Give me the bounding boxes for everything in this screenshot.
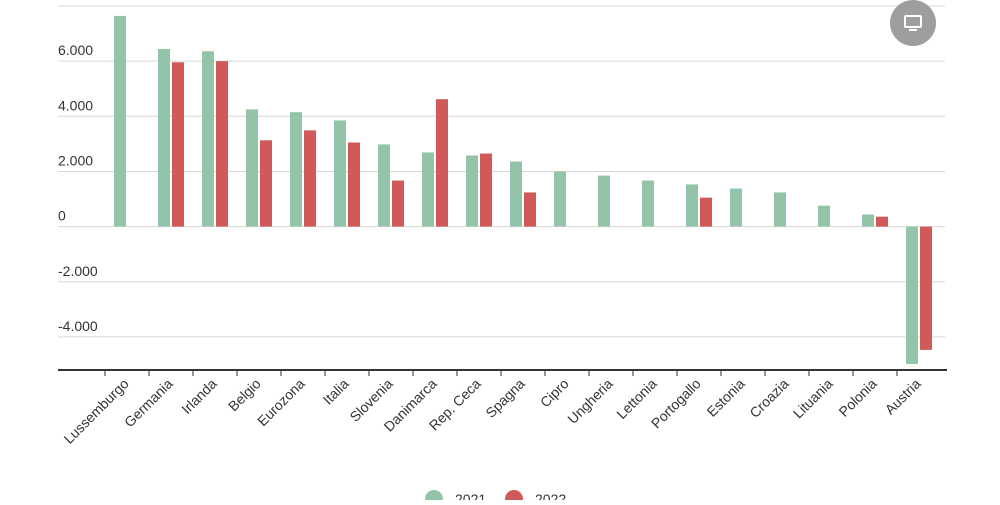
bar xyxy=(422,152,434,227)
bar xyxy=(172,62,184,227)
bar xyxy=(260,140,272,227)
bar xyxy=(290,112,302,227)
x-tick-label: Germania xyxy=(121,375,176,430)
y-tick-label: 2.000 xyxy=(58,152,93,168)
y-tick-label: 6.000 xyxy=(58,42,93,58)
x-tick-label: Cipro xyxy=(537,375,572,410)
monitor-icon xyxy=(904,15,922,28)
y-tick-label: -2.000 xyxy=(58,263,98,279)
legend-swatch xyxy=(425,490,443,505)
bar xyxy=(304,130,316,227)
button-circle[interactable] xyxy=(890,0,936,46)
bar xyxy=(392,180,404,227)
x-tick-label: Irlanda xyxy=(178,375,220,417)
y-tick-label: 4.000 xyxy=(58,97,93,113)
bar xyxy=(774,192,786,227)
bar xyxy=(700,197,712,227)
bar xyxy=(114,15,126,227)
bar xyxy=(334,120,346,227)
bar xyxy=(906,226,918,364)
x-tick-label: Italia xyxy=(320,375,352,407)
bar xyxy=(436,99,448,227)
bar xyxy=(642,180,654,227)
legend: 2021 2022 xyxy=(425,490,566,505)
bar xyxy=(158,49,170,227)
legend-label: 2022 xyxy=(535,491,566,500)
bar xyxy=(202,51,214,227)
x-tick-label: Spagna xyxy=(482,375,528,421)
bar xyxy=(554,171,566,227)
bar xyxy=(348,142,360,227)
bar xyxy=(466,155,478,227)
bar xyxy=(818,205,830,227)
x-tick-label: Estonia xyxy=(703,375,747,419)
x-tick-label: Ungheria xyxy=(564,375,616,427)
bar xyxy=(216,61,228,227)
x-tick-label: Belgio xyxy=(225,375,264,414)
x-tick-label: Croazia xyxy=(746,375,792,421)
screen-button[interactable] xyxy=(890,0,936,46)
y-tick-label: 0 xyxy=(58,208,66,224)
bar xyxy=(920,226,932,350)
x-tick-label: Lituania xyxy=(790,375,836,421)
legend-swatch xyxy=(505,490,523,505)
bar xyxy=(686,184,698,227)
bar xyxy=(876,216,888,227)
bar xyxy=(510,161,522,227)
bar xyxy=(730,188,742,227)
bar xyxy=(524,192,536,227)
bar xyxy=(598,175,610,227)
legend-label: 2021 xyxy=(455,491,486,500)
x-tick-label: Lussemburgo xyxy=(60,375,131,446)
bar xyxy=(862,214,874,227)
bar xyxy=(378,144,390,227)
x-tick-label: Polonia xyxy=(835,375,879,419)
bar xyxy=(246,109,258,227)
y-tick-label: 8.000 xyxy=(58,0,93,3)
x-tick-label: Austria xyxy=(882,375,924,417)
bar xyxy=(480,153,492,227)
x-tick-label: Eurozona xyxy=(254,375,308,429)
y-tick-label: -4.000 xyxy=(58,318,98,334)
